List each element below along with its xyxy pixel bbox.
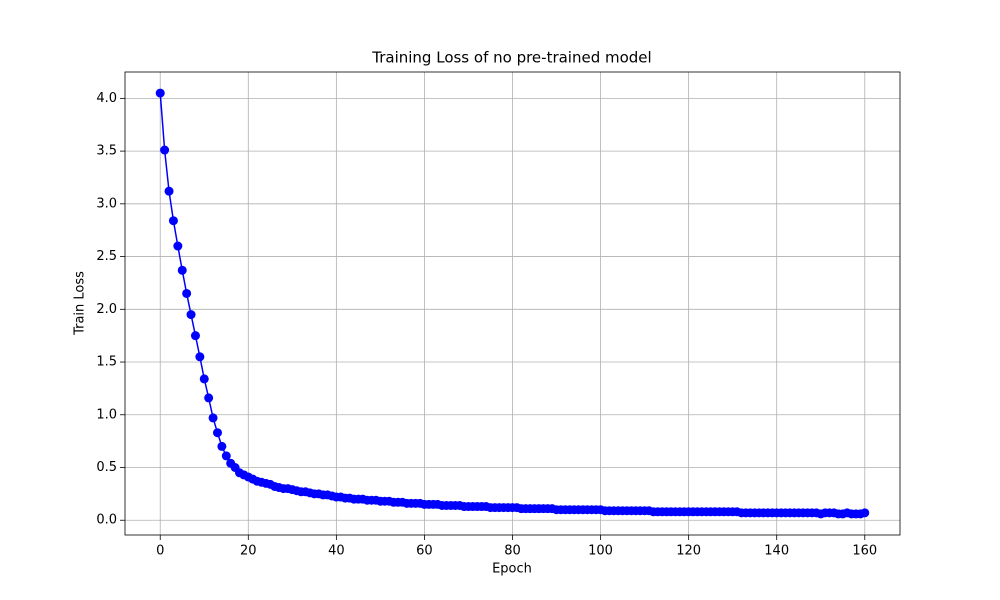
marker	[186, 310, 196, 320]
y-tick-label: 0.5	[96, 460, 117, 475]
marker	[217, 441, 227, 451]
marker	[173, 241, 183, 251]
marker	[190, 331, 200, 341]
marker	[160, 145, 170, 155]
y-tick-label: 2.0	[96, 302, 117, 317]
chart-title: Training Loss of no pre-trained model	[371, 49, 651, 67]
x-tick-label: 160	[852, 544, 877, 559]
x-axis-label: Epoch	[492, 562, 532, 577]
marker	[212, 428, 222, 438]
x-tick-label: 80	[504, 544, 521, 559]
y-tick-label: 1.5	[96, 355, 117, 370]
x-tick-label: 100	[588, 544, 613, 559]
marker	[177, 265, 187, 275]
x-tick-label: 140	[764, 544, 789, 559]
marker	[199, 374, 209, 384]
x-tick-label: 0	[156, 544, 164, 559]
marker	[860, 508, 870, 518]
x-tick-label: 60	[416, 544, 433, 559]
marker	[168, 216, 178, 226]
marker	[195, 352, 205, 362]
marker	[221, 451, 231, 461]
x-tick-label: 20	[240, 544, 257, 559]
plot-frame	[124, 71, 901, 536]
marker	[164, 186, 174, 196]
marker	[155, 88, 165, 98]
x-tick-label: 120	[676, 544, 701, 559]
marker	[204, 393, 214, 403]
marker	[182, 288, 192, 298]
y-tick-label: 0.0	[96, 513, 117, 528]
y-axis-label: Train Loss	[73, 271, 88, 336]
marker	[208, 413, 218, 423]
y-tick-label: 2.5	[96, 249, 117, 264]
y-tick-label: 3.5	[96, 144, 117, 159]
x-tick-label: 40	[328, 544, 345, 559]
y-tick-label: 1.0	[96, 407, 117, 422]
y-tick-label: 4.0	[96, 91, 117, 106]
y-tick-label: 3.0	[96, 196, 117, 211]
